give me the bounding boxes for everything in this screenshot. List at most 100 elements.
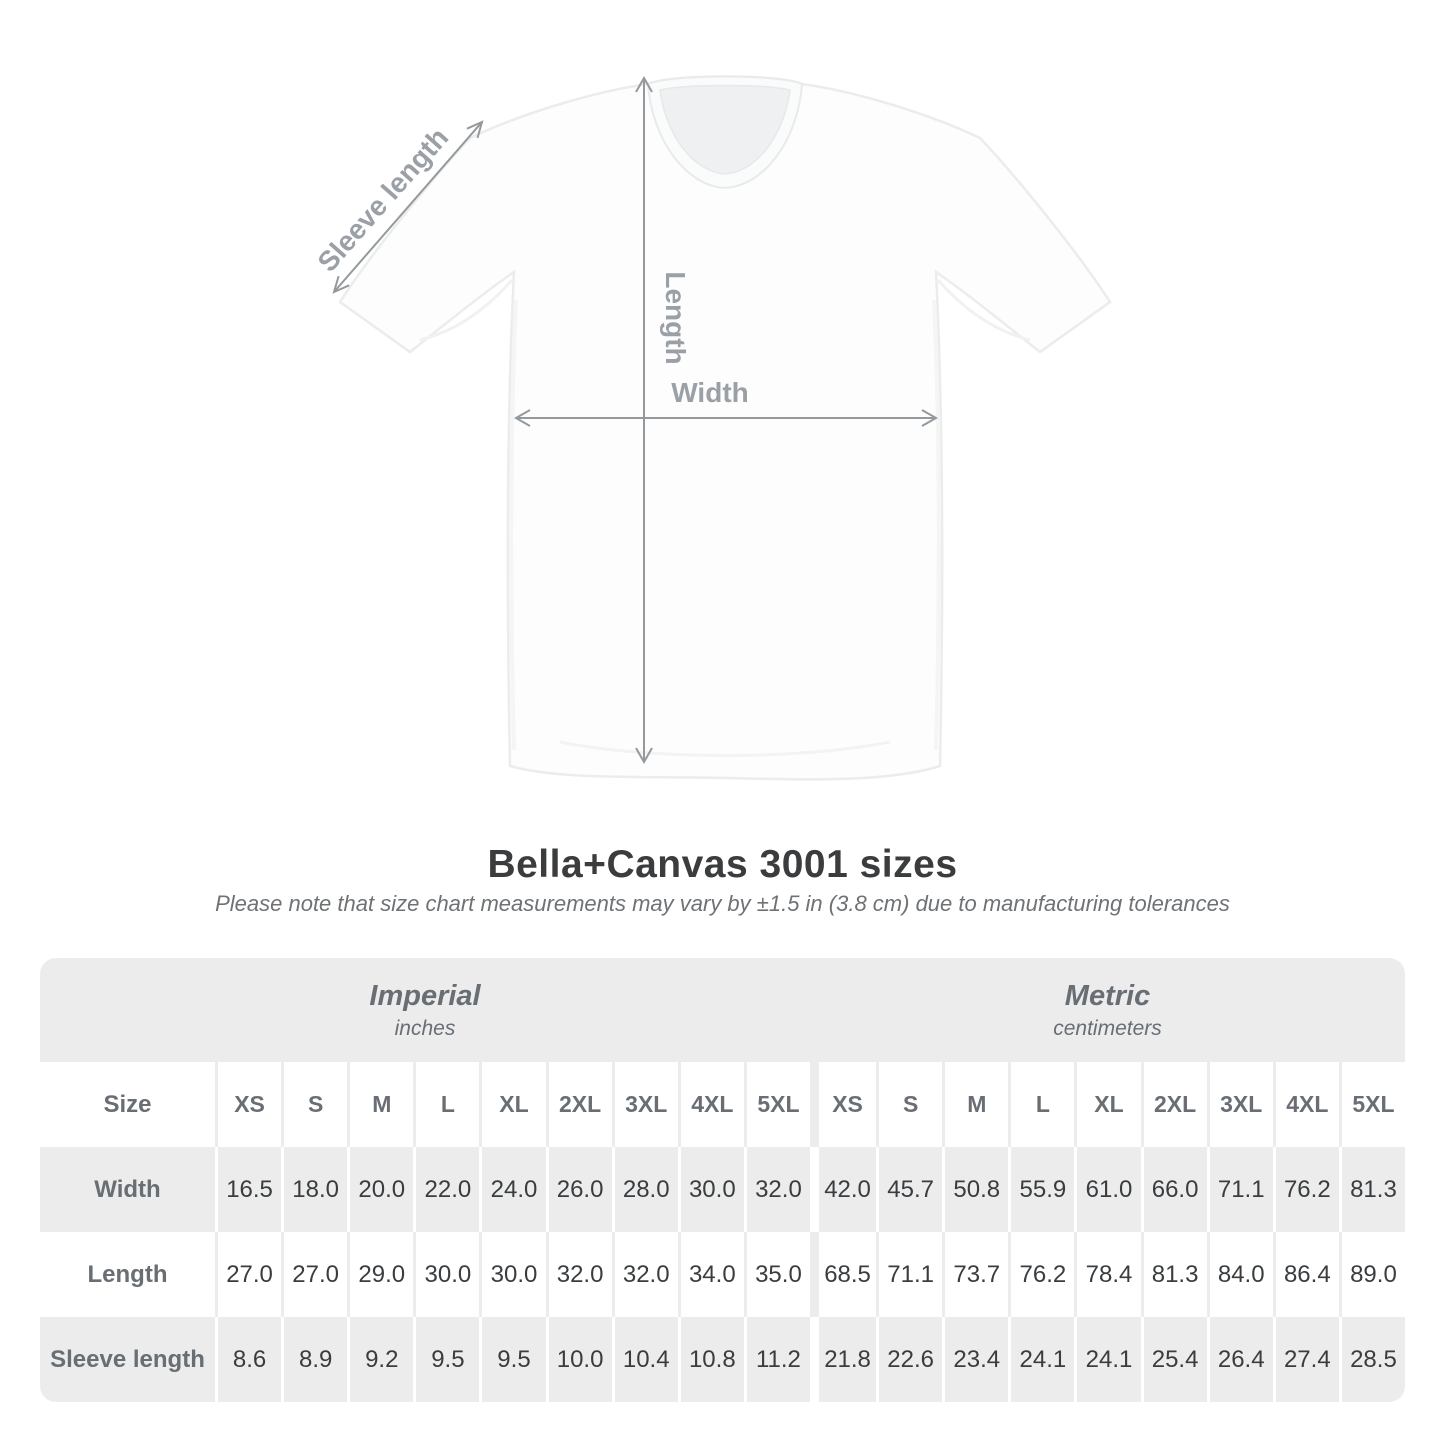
- value-cell: 16.5: [215, 1147, 282, 1232]
- value-cell: 71.1: [876, 1232, 943, 1317]
- value-text: 34.0: [688, 1260, 736, 1288]
- value-cell: 10.0: [545, 1317, 612, 1402]
- value-text: 9.5: [431, 1345, 465, 1373]
- size-col-header-text: M: [372, 1091, 392, 1117]
- row-label-width: Width: [40, 1147, 215, 1232]
- value-cell: 24.1: [1074, 1317, 1141, 1402]
- value-text: 78.4: [1085, 1260, 1133, 1288]
- size-col-header-metric-S: S: [876, 1062, 943, 1147]
- size-col-header-metric-M: M: [942, 1062, 1009, 1147]
- value-cell: 11.2: [743, 1317, 810, 1402]
- value-text: 24.1: [1019, 1345, 1067, 1373]
- size-col-header-text: S: [902, 1091, 919, 1117]
- size-col-header-text: 5XL: [1352, 1091, 1395, 1117]
- value-cell: 27.0: [281, 1232, 348, 1317]
- value-cell: 73.7: [942, 1232, 1009, 1317]
- value-cell: 71.1: [1206, 1147, 1273, 1232]
- size-col-header-text: 2XL: [559, 1091, 602, 1117]
- size-col-header-text: 3XL: [625, 1091, 668, 1117]
- value-cell: 42.0: [810, 1147, 877, 1232]
- row-label-length: Length: [40, 1232, 215, 1317]
- value-cell: 8.9: [281, 1317, 348, 1402]
- value-cell: 55.9: [1008, 1147, 1075, 1232]
- value-text: 8.6: [232, 1345, 267, 1373]
- value-text: 76.2: [1019, 1260, 1067, 1288]
- value-cell: 10.4: [611, 1317, 678, 1402]
- value-text: 84.0: [1217, 1260, 1265, 1288]
- value-cell: 76.2: [1272, 1147, 1339, 1232]
- value-cell: 25.4: [1140, 1317, 1207, 1402]
- value-text: 27.4: [1283, 1345, 1331, 1373]
- value-text: 24.1: [1085, 1345, 1133, 1373]
- size-col-header-metric-XS: XS: [810, 1062, 877, 1147]
- value-cell: 28.5: [1338, 1317, 1405, 1402]
- value-text: 32.0: [622, 1260, 670, 1288]
- value-text: 81.3: [1350, 1175, 1397, 1203]
- value-cell: 10.8: [677, 1317, 744, 1402]
- size-col-header-text: 3XL: [1220, 1091, 1263, 1117]
- value-cell: 9.2: [347, 1317, 414, 1402]
- size-col-header-metric-XL: XL: [1074, 1062, 1141, 1147]
- size-table: Imperial inches Metric centimeters Size X…: [40, 958, 1405, 1402]
- value-text: 29.0: [358, 1260, 406, 1288]
- value-cell: 29.0: [347, 1232, 414, 1317]
- size-col-header-metric-3XL: 3XL: [1206, 1062, 1273, 1147]
- value-cell: 45.7: [876, 1147, 943, 1232]
- value-text: 61.0: [1085, 1175, 1133, 1203]
- value-text: 28.0: [622, 1175, 670, 1203]
- value-text: 35.0: [755, 1260, 802, 1288]
- width-label: Width: [671, 377, 749, 408]
- value-text: 9.5: [497, 1345, 531, 1373]
- value-cell: 32.0: [545, 1232, 612, 1317]
- value-cell: 84.0: [1206, 1232, 1273, 1317]
- value-cell: 26.4: [1206, 1317, 1273, 1402]
- size-col-header-imperial-L: L: [413, 1062, 480, 1147]
- tolerance-note: Please note that size chart measurements…: [215, 891, 1230, 916]
- value-text: 23.4: [953, 1345, 1001, 1373]
- size-col-header-text: 4XL: [1286, 1091, 1329, 1117]
- value-cell: 30.0: [413, 1232, 480, 1317]
- value-cell: 86.4: [1272, 1232, 1339, 1317]
- size-row-label-text: Size: [103, 1090, 152, 1118]
- value-text: 30.0: [490, 1260, 538, 1288]
- size-col-header-metric-2XL: 2XL: [1140, 1062, 1207, 1147]
- value-cell: 30.0: [677, 1147, 744, 1232]
- size-col-header-text: S: [307, 1091, 324, 1117]
- value-cell: 8.6: [215, 1317, 282, 1402]
- length-label: Length: [660, 271, 691, 364]
- value-text: 81.3: [1151, 1260, 1199, 1288]
- size-col-header-imperial-3XL: 3XL: [611, 1062, 678, 1147]
- imperial-section-title: Imperial: [369, 979, 481, 1012]
- value-text: 8.9: [298, 1345, 333, 1373]
- size-col-header-imperial-4XL: 4XL: [677, 1062, 744, 1147]
- value-text: 89.0: [1350, 1260, 1397, 1288]
- value-text: 11.2: [755, 1345, 801, 1373]
- value-cell: 32.0: [743, 1147, 810, 1232]
- sleeve-crease-left: [419, 279, 514, 342]
- value-text: 76.2: [1283, 1175, 1331, 1203]
- size-col-header-imperial-M: M: [347, 1062, 414, 1147]
- size-row-label: Size: [40, 1062, 215, 1147]
- size-col-header-text: XL: [499, 1091, 529, 1117]
- row-label-text: Sleeve length: [50, 1345, 205, 1373]
- value-cell: 81.3: [1338, 1147, 1405, 1232]
- value-text: 86.4: [1283, 1260, 1331, 1288]
- size-col-header-text: L: [440, 1091, 455, 1117]
- value-text: 30.0: [424, 1260, 472, 1288]
- value-cell: 26.0: [545, 1147, 612, 1232]
- value-cell: 21.8: [810, 1317, 877, 1402]
- value-text: 50.8: [953, 1175, 1001, 1203]
- size-col-header-metric-5XL: 5XL: [1338, 1062, 1405, 1147]
- imperial-section-unit: inches: [394, 1016, 456, 1040]
- value-text: 22.0: [424, 1175, 472, 1203]
- value-cell: 78.4: [1074, 1232, 1141, 1317]
- value-text: 30.0: [688, 1175, 736, 1203]
- value-text: 73.7: [953, 1260, 1001, 1288]
- value-text: 16.5: [226, 1175, 273, 1203]
- size-col-header-text: 5XL: [757, 1091, 800, 1117]
- value-cell: 30.0: [479, 1232, 546, 1317]
- value-text: 10.4: [622, 1345, 670, 1373]
- neck-opening: [659, 84, 791, 175]
- row-label-sleeve-length: Sleeve length: [40, 1317, 215, 1402]
- sleeve-length-arrow: [332, 120, 484, 294]
